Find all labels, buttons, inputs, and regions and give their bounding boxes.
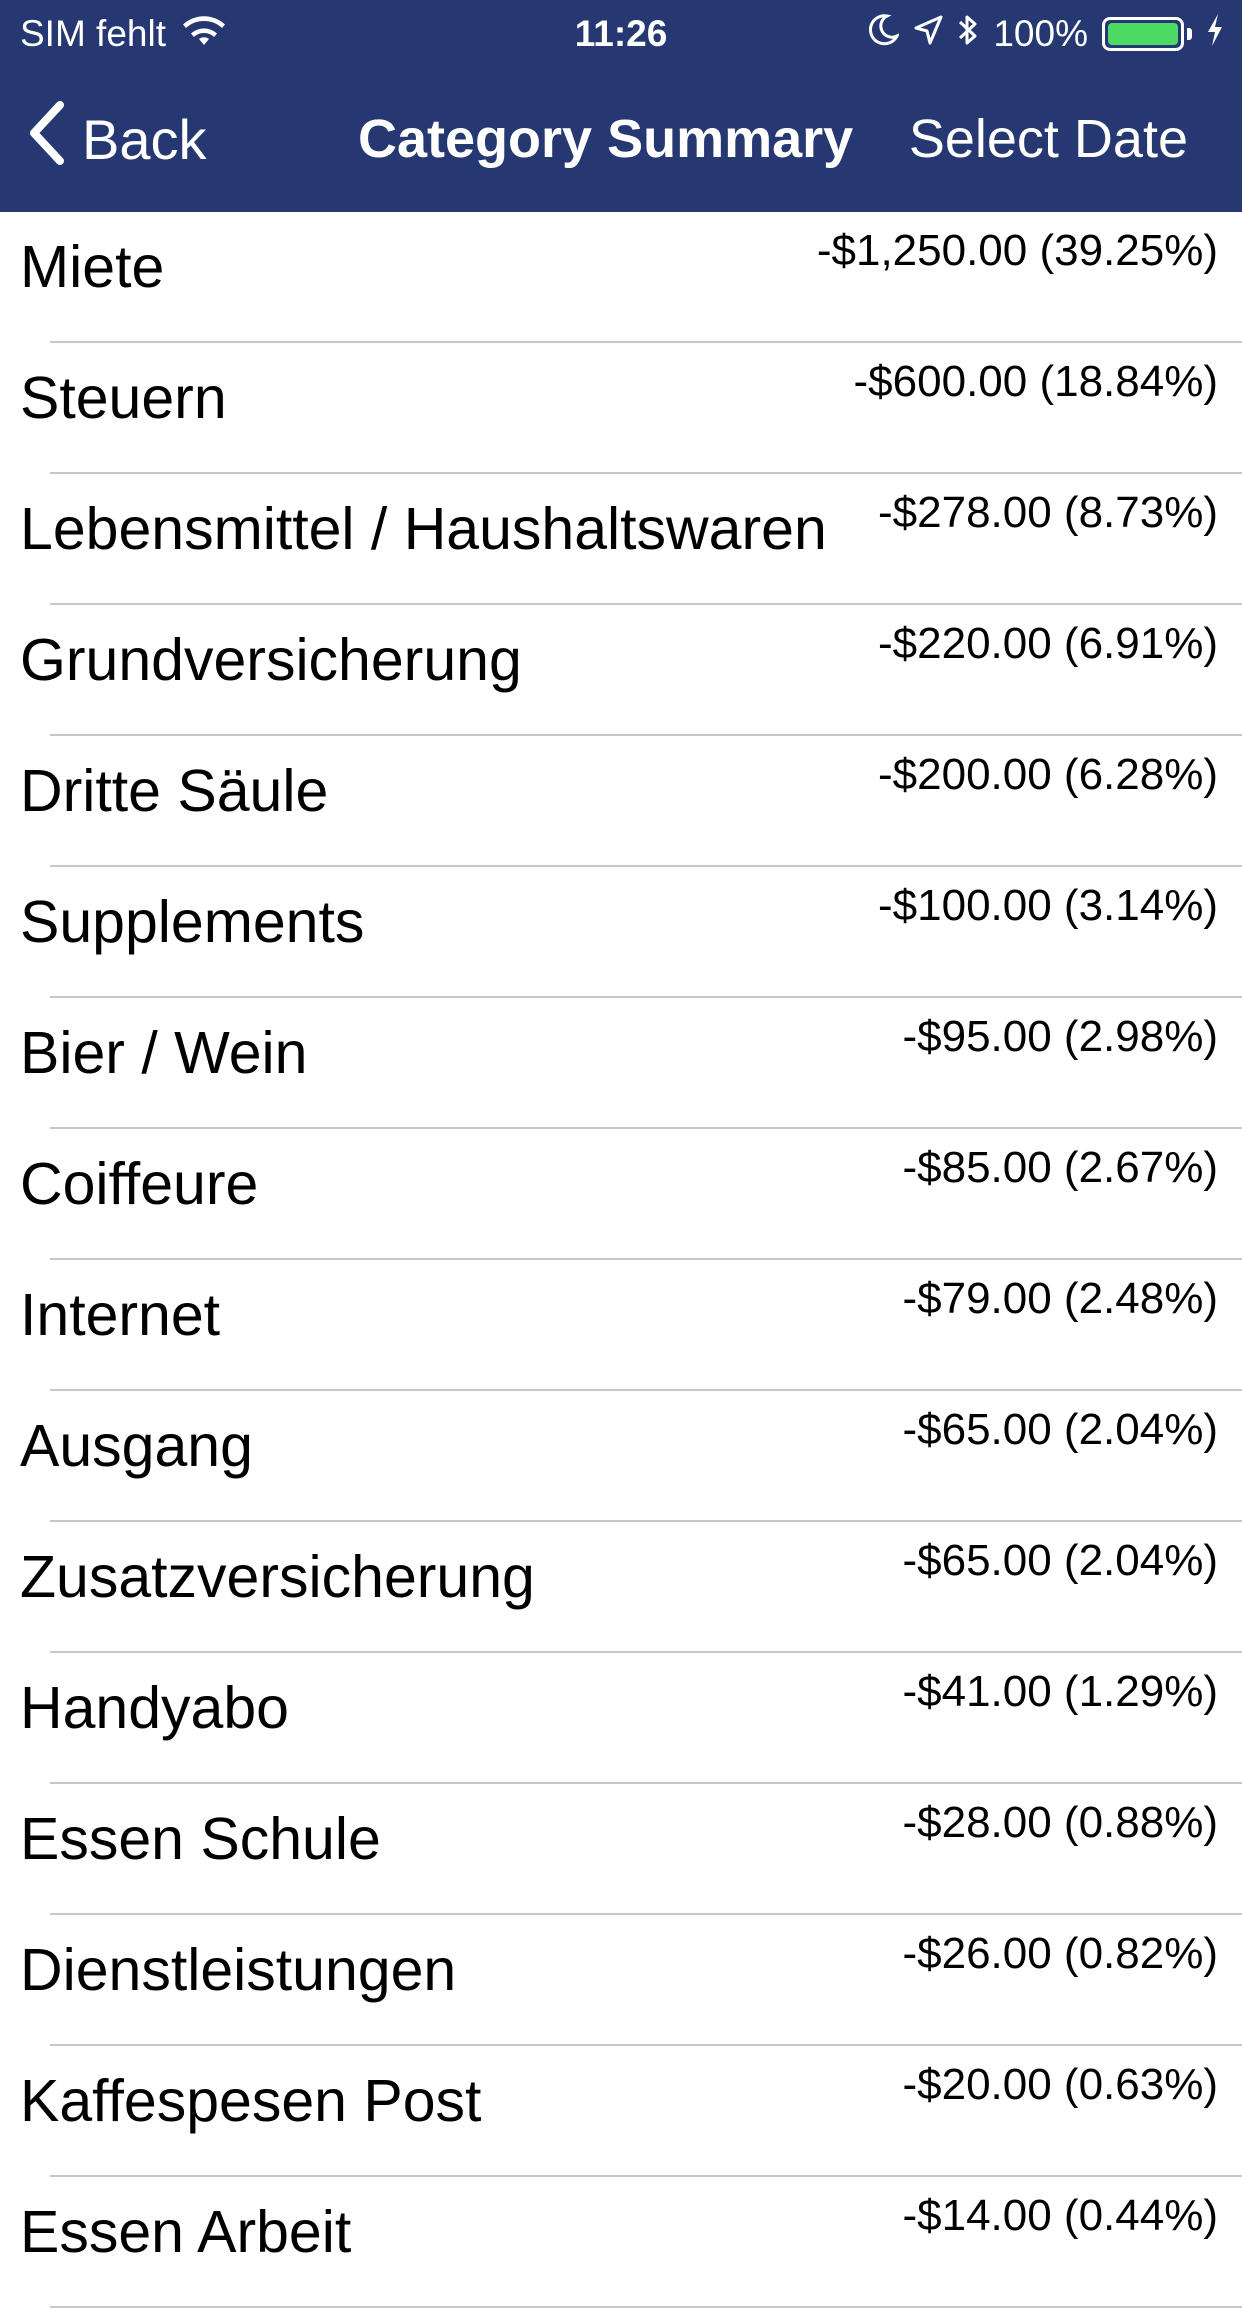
battery-icon (1102, 17, 1184, 51)
list-item[interactable]: Essen Arbeit -$14.00 (0.44%) (0, 2177, 1242, 2308)
row-divider (50, 603, 1242, 605)
category-name: Supplements (20, 889, 365, 955)
battery-percent: 100% (993, 13, 1088, 54)
back-label: Back (82, 107, 207, 171)
row-divider (50, 1651, 1242, 1653)
category-name: Coiffeure (20, 1151, 259, 1217)
battery-tip (1187, 28, 1192, 40)
select-date-button[interactable]: Select Date (908, 109, 1188, 169)
category-amount: -$41.00 (1.29%) (902, 1667, 1218, 1716)
category-name: Lebensmittel / Haushaltswaren (20, 496, 827, 562)
list-item[interactable]: Dienstleistungen -$26.00 (0.82%) (0, 1915, 1242, 2046)
charging-bolt-icon (1206, 13, 1224, 56)
row-divider (50, 1913, 1242, 1915)
status-right: 100% (869, 12, 1224, 56)
category-name: Essen Schule (20, 1806, 381, 1872)
row-divider (50, 1127, 1242, 1129)
list-item[interactable]: Steuern -$600.00 (18.84%) (0, 343, 1242, 474)
category-amount: -$95.00 (2.98%) (902, 1012, 1218, 1061)
category-name: Bier / Wein (20, 1020, 308, 1086)
row-divider (50, 996, 1242, 998)
category-amount: -$1,250.00 (39.25%) (816, 226, 1218, 275)
category-name: Internet (20, 1282, 221, 1348)
chevron-left-icon (26, 100, 66, 178)
category-amount: -$20.00 (0.63%) (902, 2060, 1218, 2109)
list-item[interactable]: Internet -$79.00 (2.48%) (0, 1260, 1242, 1391)
list-item[interactable]: Ausgang -$65.00 (2.04%) (0, 1391, 1242, 1522)
category-amount: -$278.00 (8.73%) (878, 488, 1218, 537)
carrier-label: SIM fehlt (20, 13, 166, 54)
list-item[interactable]: Grundversicherung -$220.00 (6.91%) (0, 605, 1242, 736)
row-divider (50, 341, 1242, 343)
category-name: Zusatzversicherung (20, 1544, 535, 1610)
row-divider (50, 1520, 1242, 1522)
category-name: Steuern (20, 365, 227, 431)
category-amount: -$79.00 (2.48%) (902, 1274, 1218, 1323)
category-amount: -$100.00 (3.14%) (878, 881, 1218, 930)
category-amount: -$28.00 (0.88%) (902, 1798, 1218, 1847)
row-divider (50, 472, 1242, 474)
header: SIM fehlt 11:26 (0, 0, 1242, 212)
category-name: Grundversicherung (20, 627, 522, 693)
category-amount: -$200.00 (6.28%) (878, 750, 1218, 799)
list-item[interactable]: Coiffeure -$85.00 (2.67%) (0, 1129, 1242, 1260)
list-item[interactable]: Supplements -$100.00 (3.14%) (0, 867, 1242, 998)
location-arrow-icon (913, 13, 943, 55)
row-divider (50, 2044, 1242, 2046)
row-divider (50, 1782, 1242, 1784)
list-item[interactable]: Kaffespesen Post -$20.00 (0.63%) (0, 2046, 1242, 2177)
category-amount: -$65.00 (2.04%) (902, 1536, 1218, 1585)
list-item[interactable]: Lebensmittel / Haushaltswaren -$278.00 (8… (0, 474, 1242, 605)
list-item[interactable]: Essen Schule -$28.00 (0.88%) (0, 1784, 1242, 1915)
category-name: Ausgang (20, 1413, 253, 1479)
category-amount: -$220.00 (6.91%) (878, 619, 1218, 668)
row-divider (50, 865, 1242, 867)
status-bar: SIM fehlt 11:26 (0, 0, 1242, 66)
moon-icon (869, 13, 901, 55)
status-left: SIM fehlt (20, 12, 226, 56)
row-divider (50, 1389, 1242, 1391)
status-time: 11:26 (574, 13, 668, 54)
list-item[interactable]: Dritte Säule -$200.00 (6.28%) (0, 736, 1242, 867)
category-amount: -$14.00 (0.44%) (902, 2191, 1218, 2240)
category-name: Miete (20, 234, 165, 300)
nav-bar: Back Category Summary Select Date (0, 66, 1242, 212)
category-amount: -$65.00 (2.04%) (902, 1405, 1218, 1454)
category-amount: -$85.00 (2.67%) (902, 1143, 1218, 1192)
category-name: Kaffespesen Post (20, 2068, 482, 2134)
list-item[interactable]: Handyabo -$41.00 (1.29%) (0, 1653, 1242, 1784)
category-name: Handyabo (20, 1675, 289, 1741)
row-divider (50, 1258, 1242, 1260)
battery-fill (1108, 23, 1178, 45)
row-divider (50, 2175, 1242, 2177)
list-item[interactable]: Zusatzversicherung -$65.00 (2.04%) (0, 1522, 1242, 1653)
category-list: Miete -$1,250.00 (39.25%) Steuern -$600.00 … (0, 212, 1242, 2308)
category-name: Dritte Säule (20, 758, 329, 824)
wifi-icon (182, 13, 226, 56)
category-amount: -$600.00 (18.84%) (853, 357, 1218, 406)
back-button[interactable]: Back (26, 100, 207, 172)
page-title: Category Summary (358, 109, 854, 169)
category-amount: -$26.00 (0.82%) (902, 1929, 1218, 1978)
category-name: Dienstleistungen (20, 1937, 457, 2003)
bluetooth-icon (957, 12, 979, 57)
list-item[interactable]: Bier / Wein -$95.00 (2.98%) (0, 998, 1242, 1129)
row-divider (50, 734, 1242, 736)
list-item[interactable]: Miete -$1,250.00 (39.25%) (0, 212, 1242, 343)
